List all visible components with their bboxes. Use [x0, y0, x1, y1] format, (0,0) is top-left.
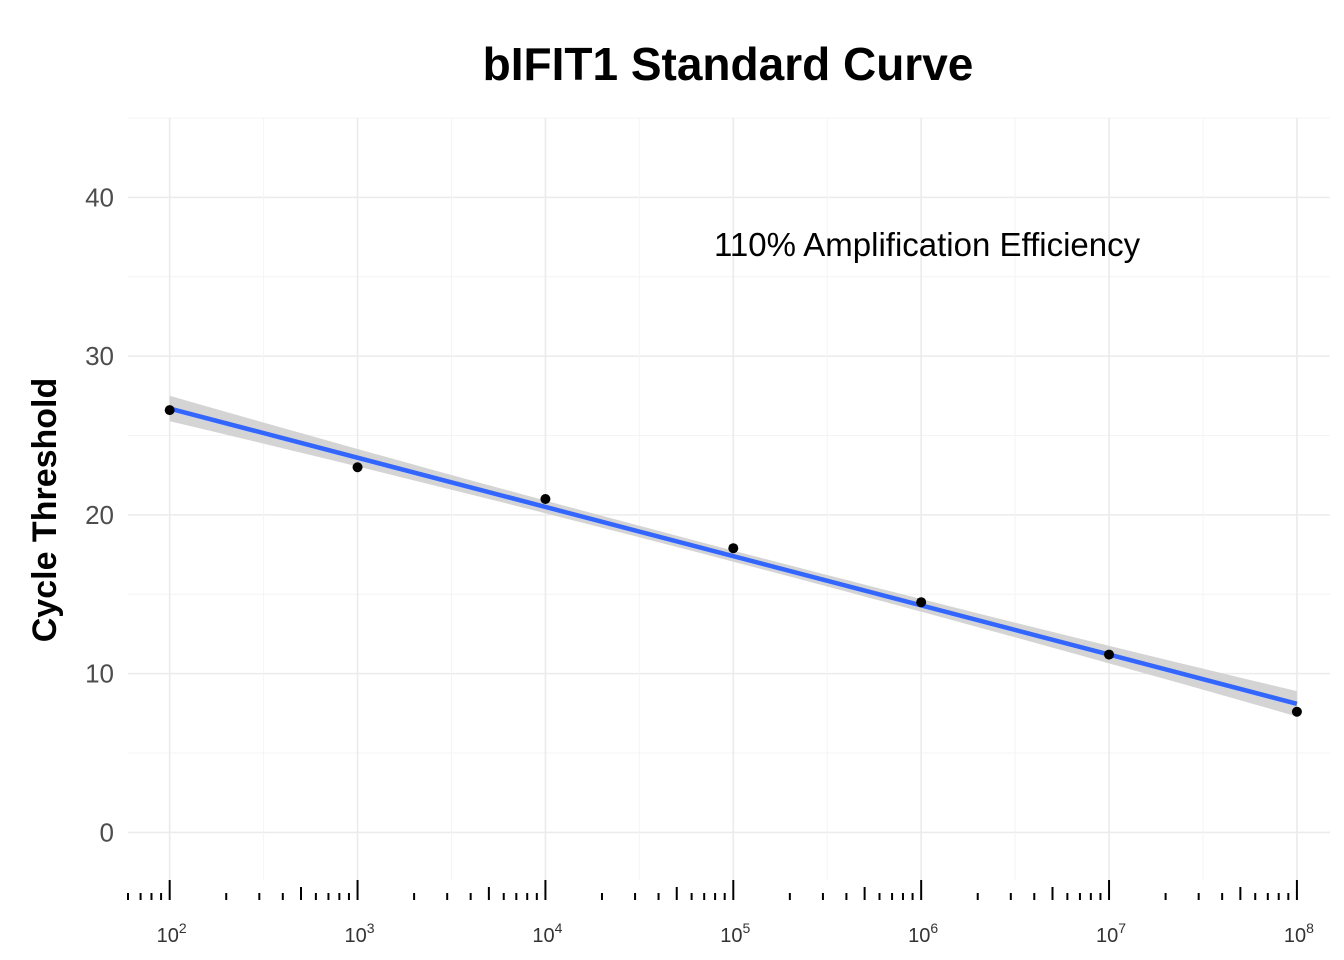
data-point: [916, 597, 927, 608]
x-tick-label: 106: [908, 920, 938, 947]
y-tick-label: 20: [85, 500, 114, 530]
y-tick-label: 10: [85, 659, 114, 689]
x-tick-label: 108: [1284, 920, 1314, 947]
x-tick-label: 102: [157, 920, 187, 947]
x-tick-label: 107: [1096, 920, 1126, 947]
y-tick-label: 40: [85, 182, 114, 212]
data-point: [1291, 706, 1302, 717]
y-axis-label: Cycle Threshold: [26, 378, 64, 643]
x-tick-label: 103: [345, 920, 375, 947]
x-axis-ticks: 102 103 104 105 106 107 108: [127, 880, 1314, 947]
data-point: [164, 405, 175, 416]
data-point: [352, 462, 363, 473]
y-tick-label: 30: [85, 341, 114, 371]
x-tick-label: 105: [720, 920, 750, 947]
x-tick-label: 104: [532, 920, 562, 947]
chart-title: bIFIT1 Standard Curve: [483, 38, 974, 90]
data-point: [540, 494, 551, 504]
data-point: [1104, 649, 1115, 660]
y-axis-ticks: 0 10 20 30 40: [85, 182, 114, 847]
y-tick-label: 0: [100, 817, 114, 847]
grid: [128, 117, 1330, 880]
data-points: [164, 405, 1302, 717]
data-point: [728, 543, 739, 554]
efficiency-annotation: 110% Amplification Efficiency: [714, 226, 1141, 263]
